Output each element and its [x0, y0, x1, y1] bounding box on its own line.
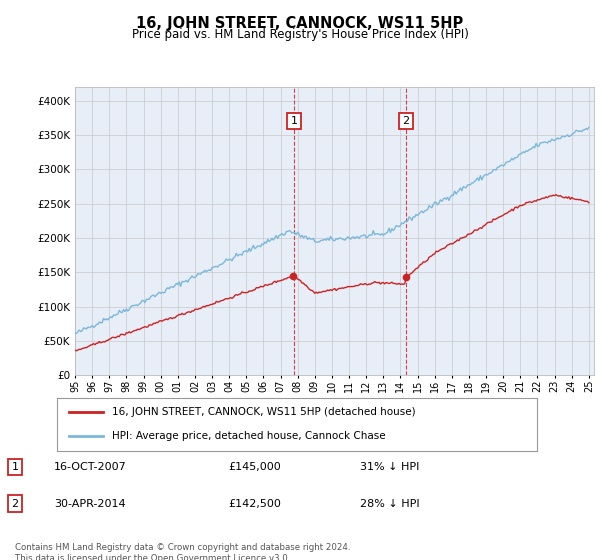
Text: 31% ↓ HPI: 31% ↓ HPI [360, 462, 419, 472]
Text: Contains HM Land Registry data © Crown copyright and database right 2024.
This d: Contains HM Land Registry data © Crown c… [15, 543, 350, 560]
Text: 30-APR-2014: 30-APR-2014 [54, 498, 125, 508]
Text: 2: 2 [11, 498, 19, 508]
Text: £145,000: £145,000 [228, 462, 281, 472]
Text: 16-OCT-2007: 16-OCT-2007 [54, 462, 127, 472]
Text: Price paid vs. HM Land Registry's House Price Index (HPI): Price paid vs. HM Land Registry's House … [131, 28, 469, 41]
Text: 2: 2 [403, 116, 410, 126]
Text: 1: 1 [290, 116, 298, 126]
Text: 16, JOHN STREET, CANNOCK, WS11 5HP: 16, JOHN STREET, CANNOCK, WS11 5HP [136, 16, 464, 31]
Text: 16, JOHN STREET, CANNOCK, WS11 5HP (detached house): 16, JOHN STREET, CANNOCK, WS11 5HP (deta… [112, 407, 416, 417]
Text: HPI: Average price, detached house, Cannock Chase: HPI: Average price, detached house, Cann… [112, 431, 386, 441]
Text: 1: 1 [11, 462, 19, 472]
Text: £142,500: £142,500 [228, 498, 281, 508]
Text: 28% ↓ HPI: 28% ↓ HPI [360, 498, 419, 508]
